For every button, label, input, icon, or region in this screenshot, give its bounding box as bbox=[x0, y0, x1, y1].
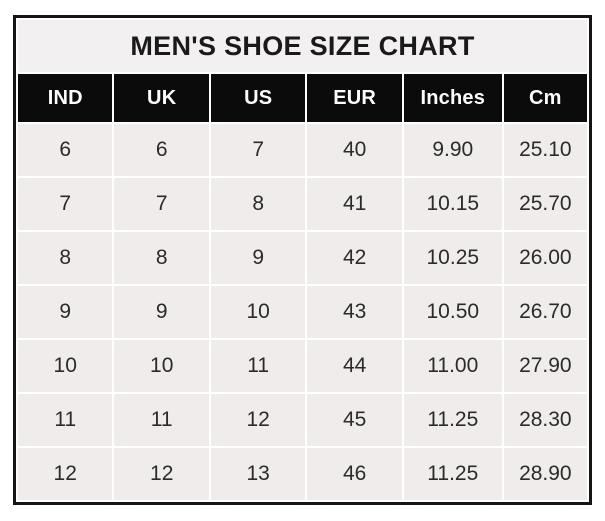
cell-eur: 42 bbox=[307, 232, 402, 284]
column-header-eur: EUR bbox=[307, 74, 402, 122]
cell-ind: 7 bbox=[18, 178, 113, 230]
table-row: 7 7 8 41 10.15 25.70 bbox=[18, 178, 587, 230]
cell-cm: 28.30 bbox=[503, 394, 587, 446]
table-row: 10 10 11 44 11.00 27.90 bbox=[18, 340, 587, 392]
cell-inches: 10.15 bbox=[403, 178, 502, 230]
cell-inches: 11.00 bbox=[403, 340, 502, 392]
cell-eur: 43 bbox=[307, 286, 402, 338]
cell-cm: 28.90 bbox=[503, 448, 587, 500]
cell-uk: 10 bbox=[114, 340, 209, 392]
cell-us: 8 bbox=[210, 178, 306, 230]
cell-inches: 9.90 bbox=[403, 124, 502, 176]
shoe-size-chart-table: MEN'S SHOE SIZE CHART IND UK US EUR Inches Cm… bbox=[13, 15, 592, 505]
column-header-us: US bbox=[210, 74, 306, 122]
cell-us: 11 bbox=[210, 340, 306, 392]
cell-eur: 44 bbox=[307, 340, 402, 392]
table-body: 6 6 7 40 9.90 25.10 7 7 8 41 10.15 25.70 8 8 9 42 10.25 2… bbox=[18, 124, 587, 500]
table-row: 8 8 9 42 10.25 26.00 bbox=[18, 232, 587, 284]
cell-cm: 25.10 bbox=[503, 124, 587, 176]
column-header-cm: Cm bbox=[503, 74, 587, 122]
table-row: 11 11 12 45 11.25 28.30 bbox=[18, 394, 587, 446]
cell-ind: 8 bbox=[18, 232, 113, 284]
cell-ind: 9 bbox=[18, 286, 113, 338]
cell-cm: 25.70 bbox=[503, 178, 587, 230]
cell-uk: 7 bbox=[114, 178, 209, 230]
table-header-row: IND UK US EUR Inches Cm bbox=[18, 74, 587, 122]
cell-eur: 40 bbox=[307, 124, 402, 176]
cell-us: 9 bbox=[210, 232, 306, 284]
cell-ind: 12 bbox=[18, 448, 113, 500]
title-row: MEN'S SHOE SIZE CHART bbox=[18, 20, 587, 72]
cell-us: 13 bbox=[210, 448, 306, 500]
cell-eur: 45 bbox=[307, 394, 402, 446]
cell-us: 10 bbox=[210, 286, 306, 338]
table-row: 12 12 13 46 11.25 28.90 bbox=[18, 448, 587, 500]
page-title: MEN'S SHOE SIZE CHART bbox=[18, 20, 587, 72]
cell-uk: 11 bbox=[114, 394, 209, 446]
column-header-uk: UK bbox=[114, 74, 209, 122]
cell-ind: 10 bbox=[18, 340, 113, 392]
cell-uk: 12 bbox=[114, 448, 209, 500]
cell-cm: 26.70 bbox=[503, 286, 587, 338]
cell-ind: 6 bbox=[18, 124, 113, 176]
cell-cm: 26.00 bbox=[503, 232, 587, 284]
cell-eur: 41 bbox=[307, 178, 402, 230]
table-row: 6 6 7 40 9.90 25.10 bbox=[18, 124, 587, 176]
cell-eur: 46 bbox=[307, 448, 402, 500]
cell-inches: 11.25 bbox=[403, 448, 502, 500]
cell-us: 12 bbox=[210, 394, 306, 446]
cell-uk: 6 bbox=[114, 124, 209, 176]
cell-ind: 11 bbox=[18, 394, 113, 446]
cell-inches: 10.25 bbox=[403, 232, 502, 284]
cell-uk: 9 bbox=[114, 286, 209, 338]
column-header-inches: Inches bbox=[403, 74, 502, 122]
cell-cm: 27.90 bbox=[503, 340, 587, 392]
table-row: 9 9 10 43 10.50 26.70 bbox=[18, 286, 587, 338]
cell-us: 7 bbox=[210, 124, 306, 176]
column-header-ind: IND bbox=[18, 74, 113, 122]
cell-inches: 10.50 bbox=[403, 286, 502, 338]
cell-uk: 8 bbox=[114, 232, 209, 284]
cell-inches: 11.25 bbox=[403, 394, 502, 446]
